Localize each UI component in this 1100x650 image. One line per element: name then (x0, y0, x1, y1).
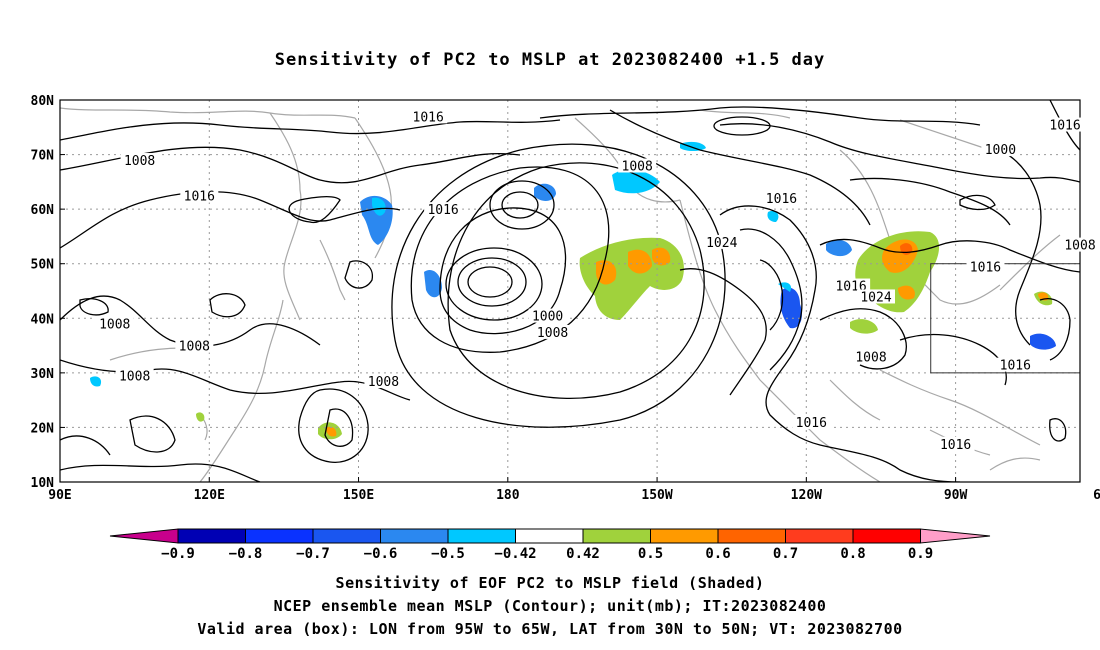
colorbar-label: 0.7 (773, 546, 798, 562)
colorbar-label: −0.9 (161, 546, 195, 562)
contour-label-bg (966, 259, 1005, 274)
lon-tick-label: 120W (791, 488, 822, 503)
contour-label-bg (533, 324, 572, 339)
contour-label: 1008 (119, 370, 150, 385)
contour-label: 1016 (1049, 119, 1080, 134)
contour-label-bg (981, 142, 1020, 157)
colorbar-swatch (245, 528, 314, 544)
contour-label-bg (857, 289, 895, 304)
colorbar-label: 0.9 (908, 546, 933, 562)
contour-label: 1008 (99, 318, 130, 333)
contour-label: 1008 (855, 350, 886, 365)
colorbar-label: 0.8 (840, 546, 865, 562)
contour-label-bg (996, 357, 1035, 372)
mslp-contours (60, 100, 1080, 482)
contour-label-bg (1046, 117, 1085, 132)
contour-label: 1008 (1064, 239, 1095, 254)
colorbar-swatch (380, 528, 449, 544)
contour-label-bg (409, 109, 448, 124)
lon-tick-label: 90E (48, 488, 71, 503)
contour-labels: 1016 1008 1016 1008 1016 1016 1024 1000 1016 1008… (95, 109, 1099, 453)
colorbar-max-triangle (920, 528, 991, 544)
colorbar-swatch (852, 528, 921, 544)
contour-label: 1000 (985, 143, 1016, 158)
map-frame (59, 99, 1081, 483)
contour-label: 1016 (184, 190, 215, 205)
colorbar-label: −0.7 (296, 546, 330, 562)
lat-tick-label: 50N (31, 258, 55, 273)
contour-label-bg (95, 316, 134, 331)
contour-label: 1016 (413, 110, 444, 125)
contour-label-bg (762, 191, 801, 206)
colorbar-label: −0.5 (431, 546, 465, 562)
contour-label: 1008 (179, 340, 210, 355)
contour-label: 1024 (706, 236, 737, 251)
contour-label-bg (528, 308, 567, 323)
contour-label-bg (936, 436, 975, 451)
contour-label: 1008 (622, 159, 653, 174)
lat-tick-label: 70N (31, 149, 55, 164)
contour-label-bg (702, 234, 741, 249)
contour-label: 1024 (860, 290, 891, 305)
lat-tick-label: 30N (31, 367, 55, 382)
caption-line-3: Valid area (box): LON from 95W to 65W, L… (197, 620, 903, 638)
contour-label-bg (115, 368, 154, 383)
contour-label-bg (424, 202, 463, 217)
contour-label: 1016 (1000, 359, 1031, 374)
contour-label: 1016 (766, 192, 797, 207)
colorbar-label: 0.42 (566, 546, 600, 562)
caption-line-2: NCEP ensemble mean MSLP (Contour); unit(… (273, 597, 827, 615)
contour-label: 1008 (124, 154, 155, 169)
colorbar-swatch (447, 528, 516, 544)
lat-tick-label: 60N (31, 203, 55, 218)
lon-tick-label: 150E (343, 488, 374, 503)
colorbar-label: −0.42 (494, 546, 536, 562)
colorbar-swatch (312, 528, 381, 544)
contour-label-bg (1061, 237, 1099, 252)
colorbar-swatch (582, 528, 651, 544)
colorbar-swatch (785, 528, 854, 544)
lon-tick-label: 120E (194, 488, 225, 503)
contour-label-bg (792, 414, 831, 429)
caption-line-1: Sensitivity of EOF PC2 to MSLP field (Sh… (335, 574, 765, 592)
lat-tick-label: 80N (31, 94, 55, 109)
contour-label-bg (618, 158, 657, 173)
colorbar-swatch (177, 528, 246, 544)
contour-label: 1016 (796, 416, 827, 431)
contour-label: 1000 (532, 310, 563, 325)
lon-tick-label: 180 (496, 488, 520, 503)
contour-label-bg (832, 278, 871, 293)
contour-label: 1016 (940, 438, 971, 453)
lat-tick-label: 40N (31, 312, 55, 327)
colorbar-label: 0.5 (638, 546, 663, 562)
colorbar-swatch (515, 528, 584, 544)
lon-tick-label: 150W (641, 488, 672, 503)
colorbar-swatch (650, 528, 719, 544)
lon-tick-label: 60W (1093, 488, 1100, 503)
contour-label: 1016 (970, 260, 1001, 275)
lat-tick-label: 10N (31, 476, 55, 491)
colorbar-min-triangle (109, 528, 179, 544)
contour-label: 1008 (368, 375, 399, 390)
contour-label: 1008 (537, 326, 568, 341)
plot-title: Sensitivity of PC2 to MSLP at 2023082400… (274, 50, 826, 70)
colorbar-label: −0.6 (364, 546, 398, 562)
colorbar-label: −0.8 (229, 546, 263, 562)
contour-label-bg (120, 153, 159, 168)
lon-tick-label: 90W (944, 488, 968, 503)
colorbar-label: 0.6 (705, 546, 730, 562)
contour-label-bg (364, 374, 403, 389)
contour-label: 1016 (427, 203, 458, 218)
lat-tick-label: 20N (31, 421, 55, 436)
contour-label-bg (852, 349, 891, 364)
contour-label-bg (175, 338, 214, 353)
colorbar-swatch (717, 528, 786, 544)
contour-label-bg (180, 188, 219, 203)
